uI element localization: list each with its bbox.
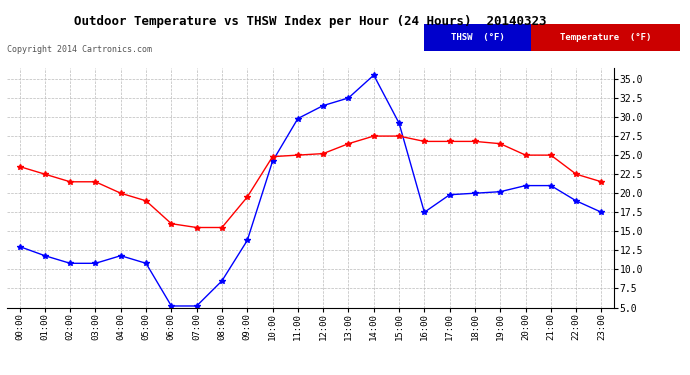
Text: Temperature  (°F): Temperature (°F) — [560, 33, 651, 42]
Text: THSW  (°F): THSW (°F) — [451, 33, 504, 42]
Text: Outdoor Temperature vs THSW Index per Hour (24 Hours)  20140323: Outdoor Temperature vs THSW Index per Ho… — [75, 15, 546, 28]
Text: Copyright 2014 Cartronics.com: Copyright 2014 Cartronics.com — [7, 45, 152, 54]
